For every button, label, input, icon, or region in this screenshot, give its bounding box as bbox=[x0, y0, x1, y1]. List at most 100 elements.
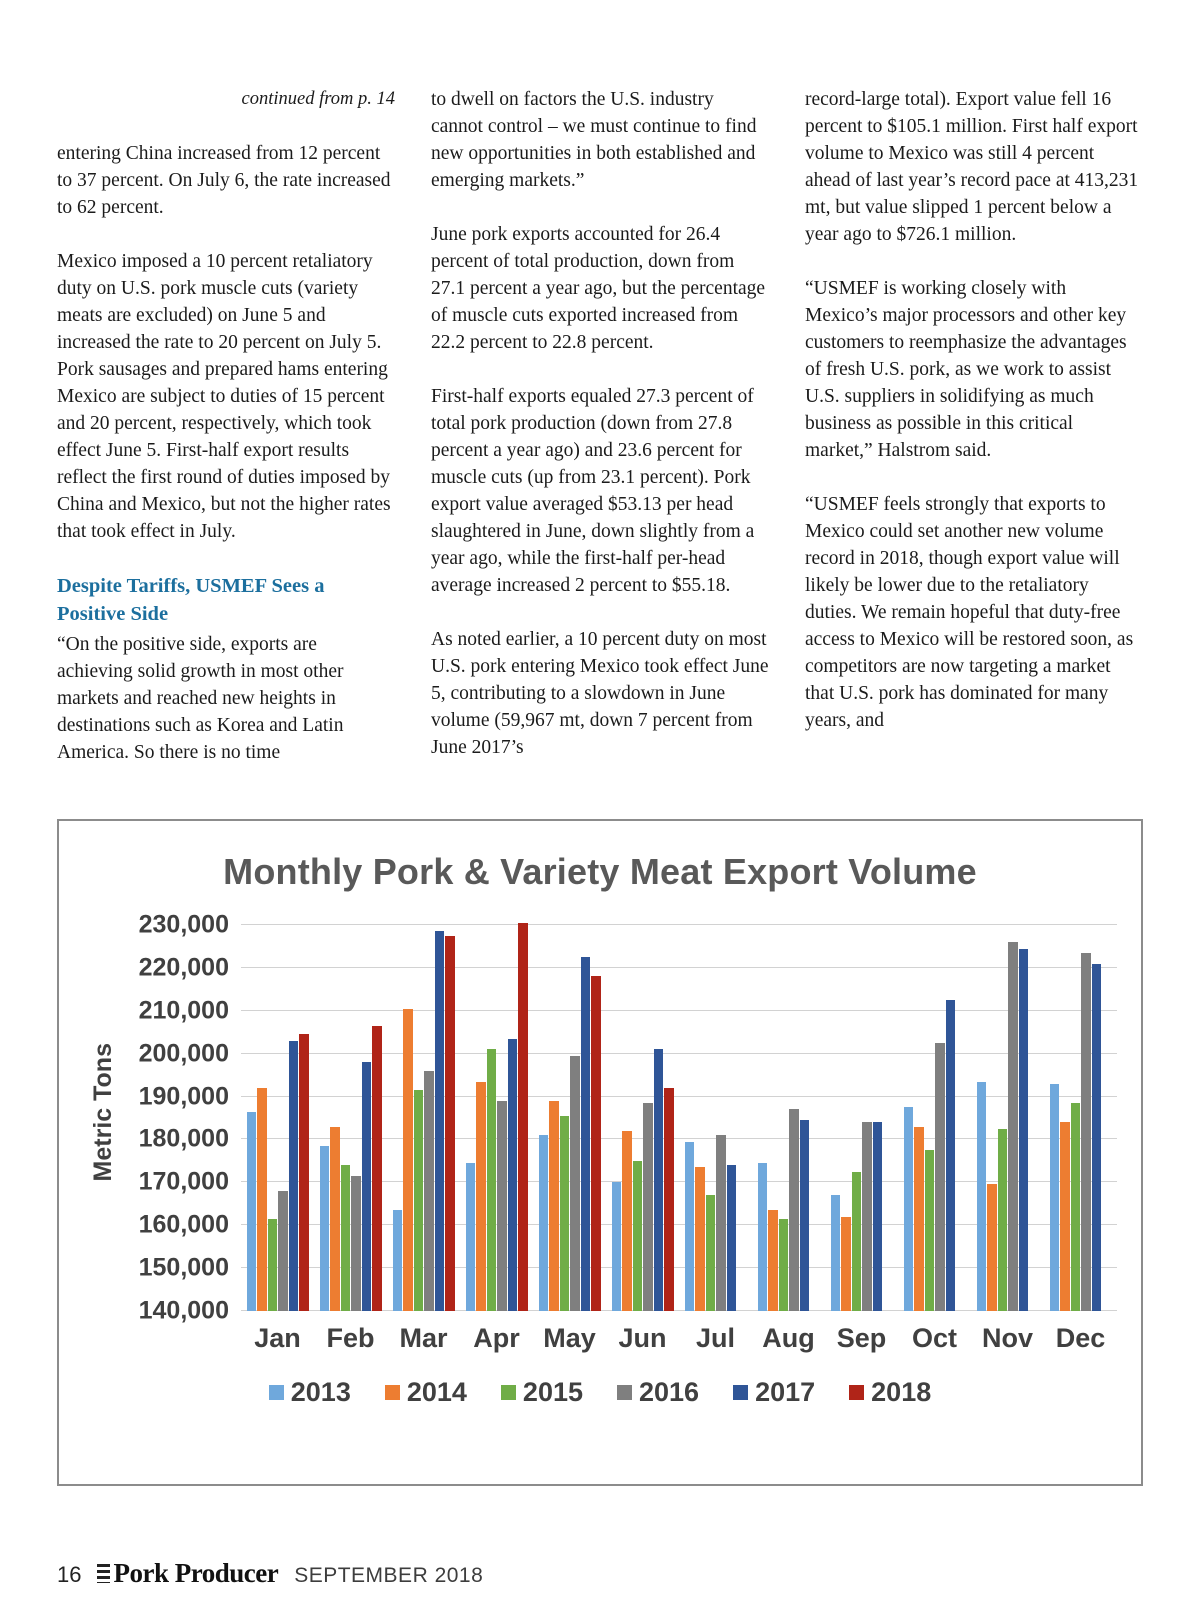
y-tick-label: 170,000 bbox=[138, 1167, 229, 1196]
bar-2014-may bbox=[549, 1100, 559, 1311]
legend-swatch-2015 bbox=[500, 1385, 516, 1400]
bar-2017-apr bbox=[507, 1038, 517, 1311]
paragraph: Mexico imposed a 10 percent retaliatory … bbox=[57, 251, 391, 542]
text-column-1: continued from p. 14 entering China incr… bbox=[57, 86, 395, 793]
magazine-logo: Pork Producer bbox=[97, 1558, 279, 1589]
bar-2018-mar bbox=[445, 935, 455, 1311]
bar-2017-jan bbox=[288, 1040, 298, 1311]
legend-swatch-2017 bbox=[733, 1385, 749, 1400]
bar-2015-feb bbox=[340, 1165, 350, 1311]
bar-2013-feb bbox=[319, 1145, 329, 1311]
bar-2017-jul bbox=[726, 1165, 736, 1311]
bar-2013-oct bbox=[903, 1107, 913, 1311]
legend-swatch-2018 bbox=[849, 1385, 865, 1400]
bar-2016-nov bbox=[1008, 942, 1018, 1311]
bar-2014-sep bbox=[841, 1216, 851, 1311]
bar-2016-apr bbox=[497, 1100, 507, 1311]
month-group-jun bbox=[606, 1049, 679, 1311]
month-group-sep bbox=[825, 1122, 898, 1311]
month-group-mar bbox=[387, 931, 460, 1311]
gridline bbox=[241, 1095, 1117, 1097]
export-volume-chart: Monthly Pork & Variety Meat Export Volum… bbox=[57, 819, 1143, 1486]
bar-2017-mar bbox=[434, 931, 444, 1311]
paragraph: June pork exports accounted for 26.4 per… bbox=[431, 224, 766, 353]
bar-2013-apr bbox=[465, 1163, 475, 1311]
x-axis-label-aug: Aug bbox=[762, 1323, 815, 1353]
legend-item-2013: 2013 bbox=[268, 1377, 351, 1408]
bar-2018-may bbox=[591, 976, 601, 1311]
continued-note: continued from p. 14 bbox=[241, 89, 395, 109]
chart-title: Monthly Pork & Variety Meat Export Volum… bbox=[223, 851, 977, 892]
y-tick-label: 150,000 bbox=[138, 1253, 229, 1282]
month-group-aug bbox=[752, 1109, 825, 1311]
bar-2014-oct bbox=[914, 1126, 924, 1311]
bar-2015-aug bbox=[778, 1218, 788, 1311]
x-axis-label-sep: Sep bbox=[836, 1323, 887, 1353]
month-group-apr bbox=[460, 922, 533, 1311]
legend-label: 2018 bbox=[871, 1377, 932, 1407]
bar-2015-jul bbox=[705, 1195, 715, 1311]
legend-item-2017: 2017 bbox=[733, 1377, 815, 1408]
logo-mark-icon bbox=[97, 1564, 111, 1583]
y-tick-label: 210,000 bbox=[138, 996, 229, 1025]
text-column-2: to dwell on factors the U.S. industry ca… bbox=[431, 86, 769, 793]
bar-2017-may bbox=[580, 957, 590, 1311]
bars bbox=[241, 913, 1117, 1311]
chart-legend: 2013 2014 2015 2016 2017 2018 bbox=[59, 1377, 1141, 1408]
x-axis-label-dec: Dec bbox=[1055, 1323, 1106, 1353]
legend-item-2018: 2018 bbox=[849, 1377, 931, 1408]
y-tick-label: 180,000 bbox=[138, 1124, 229, 1153]
bar-2016-feb bbox=[351, 1175, 361, 1311]
bar-2016-sep bbox=[862, 1122, 872, 1311]
issue-date: SEPTEMBER 2018 bbox=[294, 1564, 484, 1587]
bar-2017-sep bbox=[872, 1122, 882, 1311]
bar-2015-dec bbox=[1070, 1103, 1080, 1311]
bar-2016-may bbox=[570, 1055, 580, 1311]
legend-label: 2016 bbox=[639, 1377, 700, 1407]
paragraph: First-half exports equaled 27.3 percent … bbox=[431, 386, 755, 596]
month-group-dec bbox=[1044, 952, 1117, 1311]
month-group-nov bbox=[971, 942, 1044, 1311]
section-heading: Despite Tariffs, USMEF Sees a Positive S… bbox=[57, 575, 325, 625]
bar-2015-sep bbox=[851, 1171, 861, 1311]
bar-2015-apr bbox=[486, 1049, 496, 1311]
legend-swatch-2016 bbox=[617, 1385, 632, 1400]
y-tick-label: 140,000 bbox=[138, 1296, 229, 1325]
bar-2015-mar bbox=[413, 1090, 423, 1311]
y-tick-label: 190,000 bbox=[138, 1082, 229, 1111]
bar-2014-dec bbox=[1060, 1122, 1070, 1311]
bar-2017-feb bbox=[361, 1062, 371, 1311]
y-axis-label-wrap: Metric Tons bbox=[89, 913, 118, 1311]
paragraph: entering China increased from 12 percent… bbox=[57, 143, 391, 218]
bar-2017-aug bbox=[799, 1120, 809, 1311]
page-number: 16 bbox=[57, 1562, 82, 1587]
month-group-oct bbox=[898, 1000, 971, 1311]
bar-2014-feb bbox=[330, 1126, 340, 1311]
bar-2013-mar bbox=[392, 1210, 402, 1311]
bar-2015-jun bbox=[632, 1160, 642, 1311]
bar-2014-jul bbox=[695, 1167, 705, 1311]
bar-2016-oct bbox=[935, 1042, 945, 1311]
gridline bbox=[241, 924, 1117, 926]
bar-2013-sep bbox=[830, 1195, 840, 1311]
bar-2013-jan bbox=[246, 1111, 256, 1311]
gridline bbox=[241, 1310, 1117, 1311]
bar-2015-oct bbox=[924, 1150, 934, 1311]
bar-2017-jun bbox=[653, 1049, 663, 1311]
bar-2015-may bbox=[559, 1115, 569, 1311]
bar-2014-jan bbox=[257, 1087, 267, 1311]
month-group-feb bbox=[314, 1025, 387, 1311]
page-footer: 16 Pork Producer SEPTEMBER 2018 bbox=[57, 1558, 483, 1589]
gridline bbox=[241, 1052, 1117, 1054]
magazine-logo-text: Pork Producer bbox=[113, 1558, 279, 1588]
x-axis-label-mar: Mar bbox=[399, 1323, 448, 1353]
bar-2013-aug bbox=[757, 1163, 767, 1311]
x-axis-label-may: May bbox=[543, 1323, 596, 1353]
bar-2013-jun bbox=[611, 1182, 621, 1311]
bar-2014-apr bbox=[476, 1081, 486, 1311]
bar-2016-mar bbox=[424, 1070, 434, 1311]
month-group-may bbox=[533, 957, 606, 1311]
legend-label: 2013 bbox=[290, 1377, 351, 1407]
bar-2018-jun bbox=[664, 1087, 674, 1311]
